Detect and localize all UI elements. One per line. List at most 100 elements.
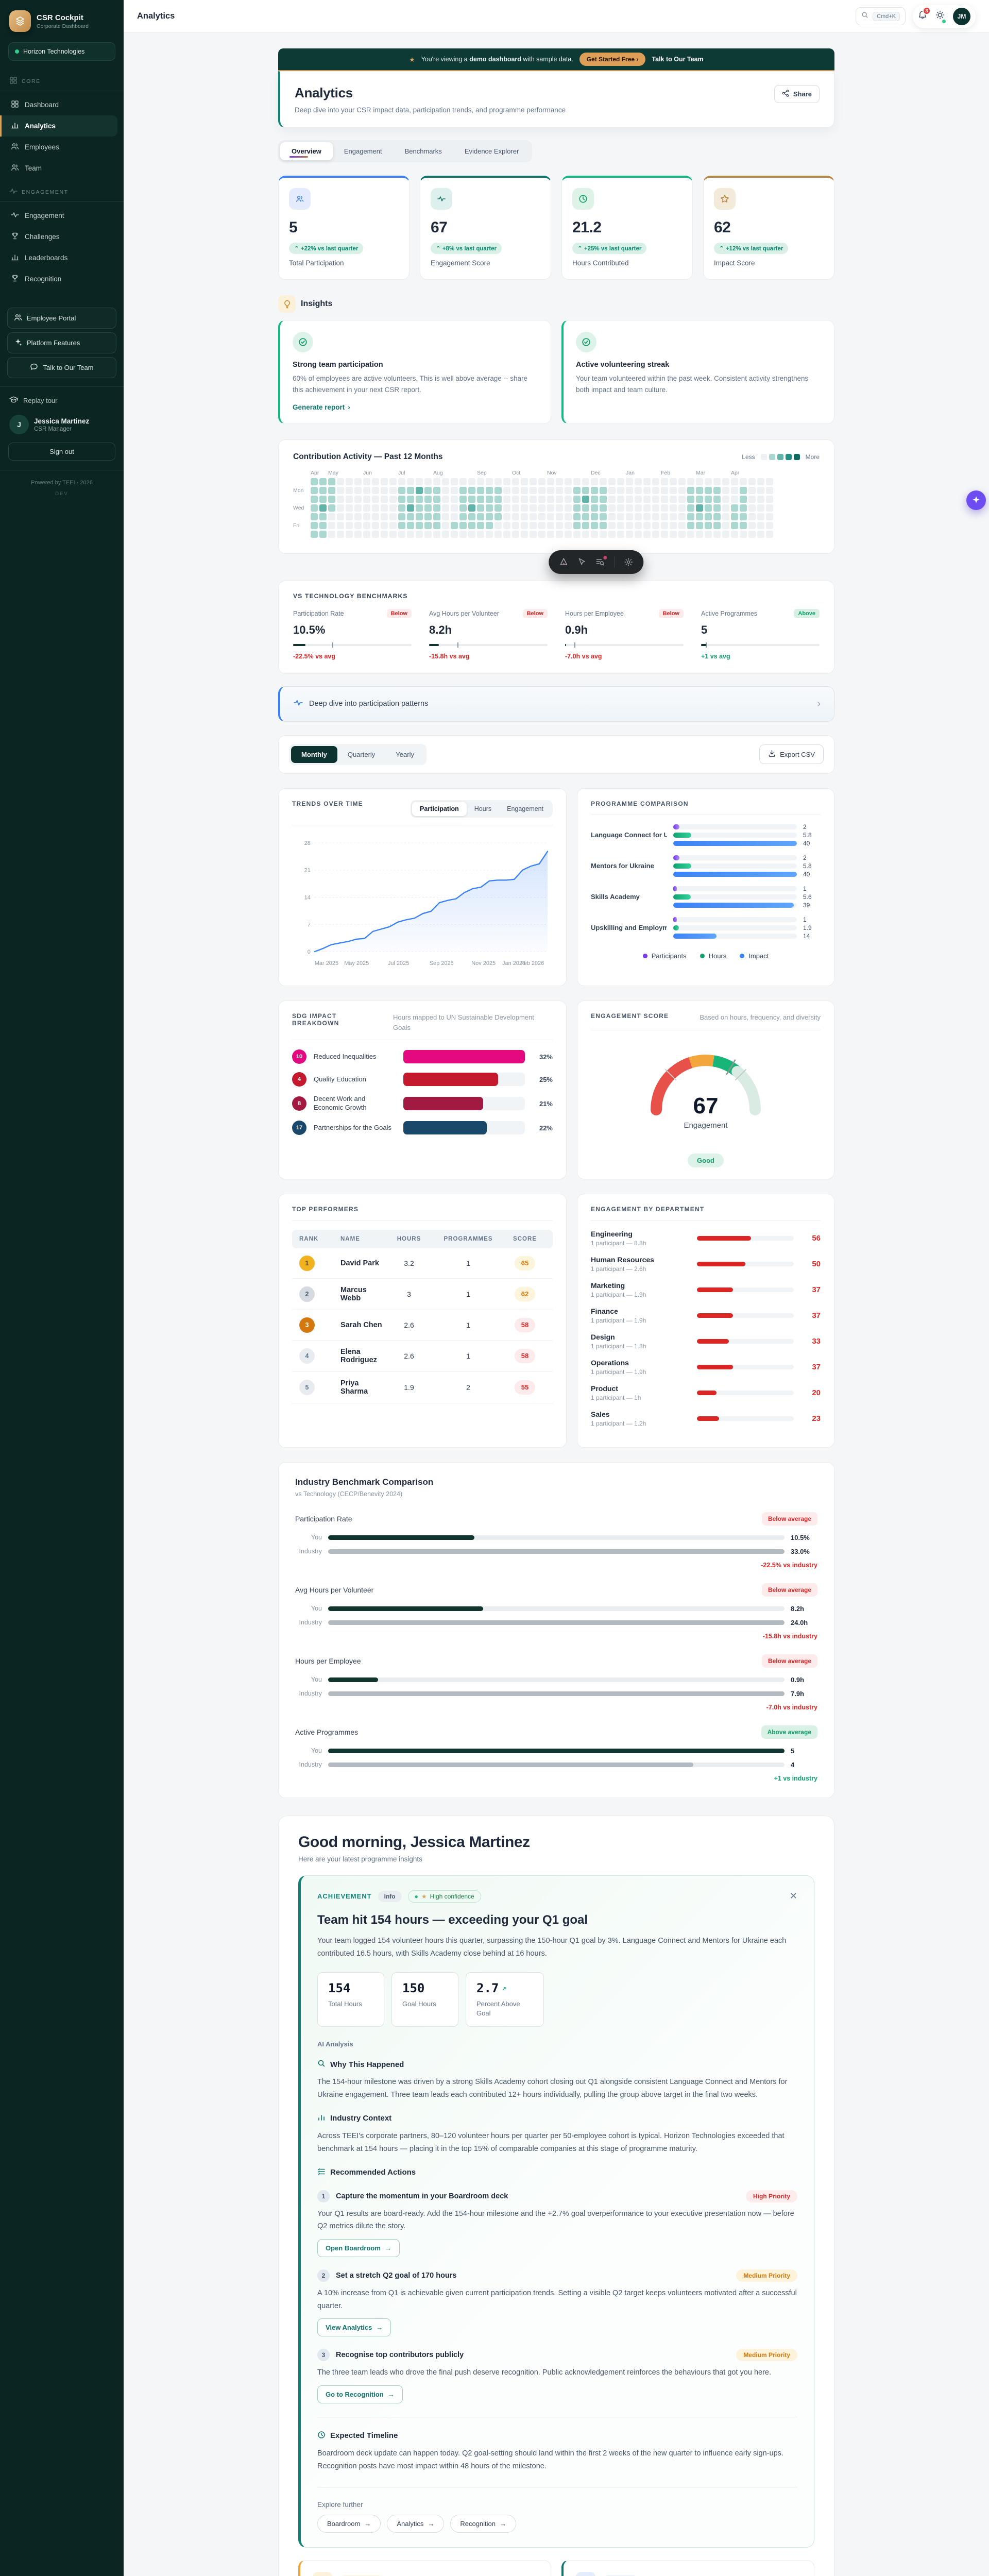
heatmap-cell[interactable]: [398, 495, 405, 503]
heatmap-cell[interactable]: [722, 504, 729, 512]
tab-benchmarks[interactable]: Benchmarks: [404, 147, 442, 155]
heatmap-cell[interactable]: [424, 521, 432, 529]
heatmap-cell[interactable]: [311, 486, 318, 494]
heatmap-cell[interactable]: [757, 513, 764, 520]
heatmap-cell[interactable]: [398, 530, 405, 538]
heatmap-cell[interactable]: [556, 495, 563, 503]
heatmap-cell[interactable]: [503, 504, 510, 512]
heatmap-cell[interactable]: [319, 521, 327, 529]
heatmap-cell[interactable]: [442, 513, 449, 520]
get-started-button[interactable]: Get Started Free ›: [579, 53, 646, 66]
heatmap-cell[interactable]: [337, 513, 344, 520]
heatmap-cell[interactable]: [678, 521, 686, 529]
heatmap-cell[interactable]: [337, 486, 344, 494]
heatmap-cell[interactable]: [748, 478, 756, 485]
heatmap-cell[interactable]: [757, 504, 764, 512]
heatmap-cell[interactable]: [731, 513, 738, 520]
heatmap-cell[interactable]: [503, 513, 510, 520]
heatmap-cell[interactable]: [600, 478, 607, 485]
heatmap-cell[interactable]: [600, 513, 607, 520]
heatmap-cell[interactable]: [757, 486, 764, 494]
heatmap-cell[interactable]: [346, 495, 353, 503]
heatmap-cell[interactable]: [556, 478, 563, 485]
heatmap-cell[interactable]: [643, 530, 651, 538]
heatmap-cell[interactable]: [670, 478, 677, 485]
heatmap-cell[interactable]: [354, 521, 362, 529]
search-input[interactable]: Cmd+K: [856, 7, 906, 25]
heatmap-cell[interactable]: [757, 521, 764, 529]
table-row[interactable]: 2 Marcus Webb 3 1 62: [292, 1279, 553, 1310]
heatmap-cell[interactable]: [354, 530, 362, 538]
heatmap-cell[interactable]: [652, 478, 659, 485]
heatmap-cell[interactable]: [468, 521, 475, 529]
heatmap-cell[interactable]: [346, 513, 353, 520]
heatmap-cell[interactable]: [398, 521, 405, 529]
toolbar-logo-icon[interactable]: [559, 557, 568, 567]
heatmap-cell[interactable]: [530, 495, 537, 503]
heatmap-cell[interactable]: [530, 486, 537, 494]
heatmap-cell[interactable]: [547, 478, 554, 485]
heatmap-cell[interactable]: [565, 521, 572, 529]
heatmap-cell[interactable]: [740, 521, 747, 529]
replay-tour-button[interactable]: Replay tour: [0, 386, 124, 409]
heatmap-cell[interactable]: [494, 513, 502, 520]
heatmap-cell[interactable]: [337, 495, 344, 503]
heatmap-cell[interactable]: [363, 521, 370, 529]
sidebar-item-engagement[interactable]: Engagement: [0, 205, 117, 226]
heatmap-cell[interactable]: [670, 504, 677, 512]
heatmap-cell[interactable]: [748, 486, 756, 494]
heatmap-cell[interactable]: [740, 530, 747, 538]
heatmap-cell[interactable]: [433, 521, 440, 529]
heatmap-cell[interactable]: [591, 513, 598, 520]
heatmap-cell[interactable]: [389, 486, 397, 494]
heatmap-cell[interactable]: [696, 504, 703, 512]
heatmap-cell[interactable]: [468, 513, 475, 520]
heatmap-cell[interactable]: [442, 530, 449, 538]
heatmap-cell[interactable]: [477, 530, 484, 538]
heatmap-cell[interactable]: [600, 504, 607, 512]
heatmap-cell[interactable]: [722, 478, 729, 485]
heatmap-cell[interactable]: [748, 495, 756, 503]
heatmap-cell[interactable]: [530, 521, 537, 529]
heatmap-cell[interactable]: [565, 478, 572, 485]
heatmap-cell[interactable]: [416, 504, 423, 512]
heatmap-cell[interactable]: [328, 513, 335, 520]
heatmap-cell[interactable]: [635, 530, 642, 538]
heatmap-cell[interactable]: [705, 504, 712, 512]
heatmap-cell[interactable]: [670, 513, 677, 520]
heatmap-cell[interactable]: [530, 478, 537, 485]
heatmap-cell[interactable]: [766, 513, 773, 520]
action-cta-view-analytics[interactable]: View Analytics →: [317, 2318, 391, 2337]
heatmap-cell[interactable]: [433, 504, 440, 512]
heatmap-cell[interactable]: [389, 495, 397, 503]
cursor-icon[interactable]: [577, 557, 586, 566]
heatmap-cell[interactable]: [451, 504, 458, 512]
heatmap-cell[interactable]: [713, 530, 721, 538]
heatmap-cell[interactable]: [311, 530, 318, 538]
heatmap-cell[interactable]: [459, 521, 467, 529]
heatmap-cell[interactable]: [661, 521, 668, 529]
heatmap-cell[interactable]: [687, 486, 694, 494]
heatmap-cell[interactable]: [713, 478, 721, 485]
heatmap-cell[interactable]: [591, 486, 598, 494]
heatmap-cell[interactable]: [372, 504, 379, 512]
heatmap-cell[interactable]: [468, 478, 475, 485]
heatmap-cell[interactable]: [494, 486, 502, 494]
heatmap-cell[interactable]: [328, 486, 335, 494]
heatmap-cell[interactable]: [670, 495, 677, 503]
heatmap-cell[interactable]: [538, 504, 545, 512]
heatmap-cell[interactable]: [477, 486, 484, 494]
heatmap-cell[interactable]: [503, 478, 510, 485]
heatmap-cell[interactable]: [696, 521, 703, 529]
heatmap-cell[interactable]: [608, 486, 616, 494]
heatmap-cell[interactable]: [530, 513, 537, 520]
heatmap-cell[interactable]: [416, 513, 423, 520]
heatmap-cell[interactable]: [311, 521, 318, 529]
heatmap-cell[interactable]: [652, 513, 659, 520]
heatmap-cell[interactable]: [696, 513, 703, 520]
export-csv-button[interactable]: Export CSV: [759, 744, 824, 765]
heatmap-cell[interactable]: [626, 486, 633, 494]
heatmap-cell[interactable]: [635, 495, 642, 503]
heatmap-cell[interactable]: [661, 478, 668, 485]
heatmap-cell[interactable]: [354, 513, 362, 520]
